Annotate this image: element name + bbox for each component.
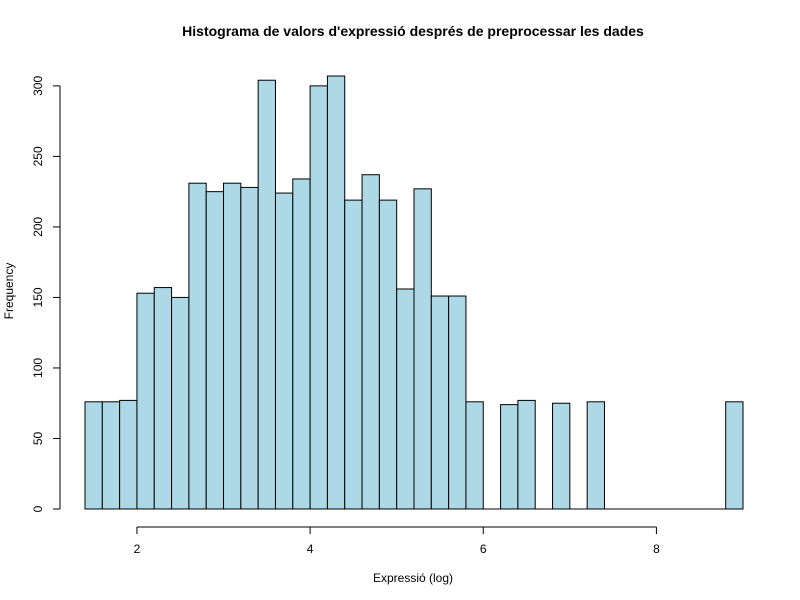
y-axis: 0 50 100 150 200 250 300 — [31, 76, 61, 512]
y-tick-label: 50 — [31, 431, 45, 445]
histogram-bar — [586, 401, 605, 510]
histogram-bar — [517, 399, 536, 510]
y-tick-label: 200 — [31, 217, 45, 237]
histogram-bar — [136, 292, 155, 510]
histogram-bar — [309, 85, 328, 510]
x-axis-label: Expressió (log) — [373, 571, 453, 585]
histogram-bar — [84, 401, 103, 510]
histogram-bar — [725, 401, 744, 510]
chart-title: Histograma de valors d'expressió després… — [182, 23, 644, 39]
y-tick-label: 250 — [31, 146, 45, 166]
histogram-bar — [378, 199, 398, 510]
y-tick-label: 100 — [31, 358, 45, 378]
histogram-bar — [500, 404, 519, 510]
x-tick-label: 8 — [653, 542, 660, 556]
histogram-bar — [205, 191, 225, 510]
histogram-bar — [171, 296, 190, 510]
histogram-bar — [448, 295, 467, 510]
x-tick-label: 2 — [134, 542, 141, 556]
x-tick-label: 4 — [307, 542, 314, 556]
histogram-bar — [274, 192, 294, 510]
histogram-bar — [326, 75, 346, 510]
x-axis: 2 4 6 8 — [134, 526, 660, 556]
y-tick-label: 300 — [31, 76, 45, 96]
histogram-bar — [101, 401, 121, 510]
histogram-bars — [84, 75, 744, 510]
y-tick-label: 150 — [31, 287, 45, 307]
histogram-bar — [361, 174, 380, 510]
histogram-bar — [223, 182, 242, 510]
histogram-bar — [119, 399, 138, 510]
histogram-bar — [465, 401, 484, 510]
histogram-bar — [552, 402, 571, 510]
histogram-bar — [396, 288, 415, 510]
histogram-bar — [153, 287, 173, 510]
histogram-bar — [430, 295, 450, 510]
x-tick-label: 6 — [480, 542, 487, 556]
histogram-bar — [188, 182, 207, 510]
histogram-bar — [257, 79, 276, 510]
histogram-bar — [240, 186, 259, 510]
histogram-bar — [292, 178, 311, 510]
histogram-bar — [413, 188, 432, 510]
y-tick-label: 0 — [31, 505, 45, 512]
y-axis-label: Frequency — [2, 263, 16, 320]
histogram-bar — [344, 199, 363, 510]
